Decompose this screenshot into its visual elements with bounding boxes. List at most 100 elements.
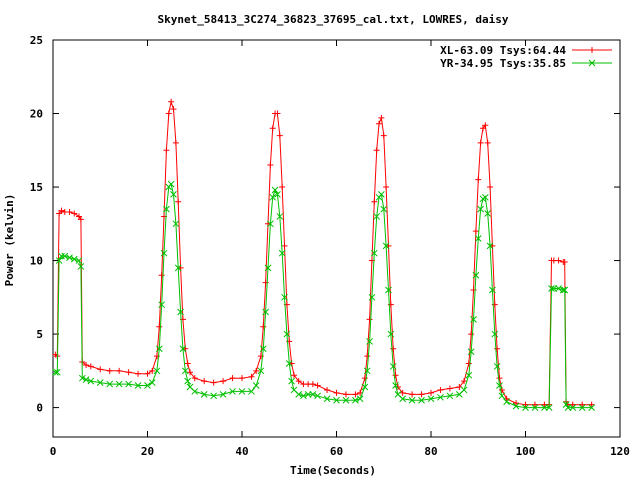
data-point — [314, 382, 321, 389]
data-point — [461, 378, 468, 385]
data-point — [446, 392, 454, 400]
data-point — [200, 391, 208, 398]
data-point — [83, 361, 90, 368]
data-point — [61, 252, 69, 260]
data-point — [390, 345, 397, 352]
data-point — [135, 370, 142, 377]
x-tick-label: 20 — [141, 445, 154, 458]
axes: 0 20 40 60 80 100 120 0 5 10 15 20 25 — [30, 34, 630, 458]
data-point — [493, 363, 501, 370]
data-point — [274, 191, 281, 198]
data-point — [252, 382, 260, 389]
x-tick-label: 80 — [424, 445, 437, 458]
data-point — [496, 382, 503, 389]
data-point — [66, 209, 73, 216]
data-point — [274, 110, 281, 117]
data-point — [288, 377, 295, 385]
data-point — [418, 391, 425, 398]
data-point — [179, 345, 187, 353]
data-point — [96, 379, 104, 386]
data-point — [279, 184, 286, 191]
data-point — [156, 323, 163, 330]
data-point — [446, 385, 453, 392]
data-point — [361, 375, 368, 382]
y-axis-label: Power (kelvin) — [3, 194, 16, 287]
data-point — [545, 404, 553, 411]
data-point — [487, 184, 494, 191]
data-point — [149, 367, 156, 374]
data-point — [531, 401, 538, 408]
data-point — [363, 367, 371, 375]
legend-marker — [588, 59, 596, 67]
data-point — [144, 370, 151, 377]
data-point — [366, 316, 373, 323]
data-point — [561, 259, 568, 266]
data-point — [512, 402, 520, 410]
data-point — [368, 293, 376, 301]
data-point — [569, 404, 577, 411]
data-point — [106, 380, 114, 388]
x-tick-label: 40 — [235, 445, 248, 458]
data-point — [163, 147, 170, 154]
data-point — [399, 389, 406, 396]
data-point — [281, 242, 288, 249]
data-point — [259, 345, 267, 353]
data-point — [562, 401, 570, 409]
data-point — [300, 392, 307, 400]
data-point — [285, 360, 293, 367]
data-point — [382, 242, 390, 250]
data-point — [269, 193, 277, 201]
data-point — [370, 249, 378, 257]
data-point — [264, 264, 272, 272]
data-point — [467, 348, 475, 356]
data-point — [409, 391, 416, 398]
data-point — [477, 205, 484, 213]
data-point — [564, 404, 572, 411]
data-point — [87, 363, 94, 370]
data-point — [77, 216, 84, 223]
data-point — [376, 120, 383, 127]
data-point — [555, 257, 562, 264]
data-point — [295, 391, 303, 398]
data-point — [97, 366, 104, 373]
data-point — [210, 379, 217, 386]
data-point — [248, 373, 255, 380]
data-point — [498, 392, 506, 400]
data-point — [437, 386, 444, 393]
data-point — [165, 110, 172, 117]
x-tick-label: 120 — [610, 445, 630, 458]
data-point — [427, 395, 435, 403]
data-point — [470, 316, 477, 323]
data-point — [177, 308, 184, 316]
data-point — [276, 213, 284, 220]
data-point — [304, 391, 312, 398]
data-point — [158, 301, 166, 309]
data-point — [175, 198, 182, 205]
data-point — [295, 378, 302, 385]
legend-label: YR-34.95 Tsys:35.85 — [440, 57, 566, 70]
data-point — [428, 389, 434, 396]
data-point — [262, 308, 269, 316]
data-point — [172, 139, 179, 146]
data-point — [125, 380, 132, 388]
data-point — [503, 398, 510, 406]
data-point — [352, 396, 359, 404]
data-point — [389, 363, 397, 370]
x-tick-label: 100 — [516, 445, 536, 458]
data-point — [238, 388, 246, 395]
data-point — [474, 235, 482, 242]
data-point — [266, 220, 274, 228]
data-point — [559, 286, 567, 294]
data-point — [158, 272, 165, 279]
data-point — [324, 386, 331, 393]
x-tick-label: 0 — [50, 445, 57, 458]
data-point — [248, 388, 255, 395]
data-point — [52, 368, 59, 376]
series-layer — [52, 98, 596, 411]
series-2 — [52, 180, 596, 411]
data-point — [491, 330, 499, 338]
data-point — [267, 161, 274, 168]
data-point — [484, 139, 491, 146]
data-point — [290, 372, 297, 379]
